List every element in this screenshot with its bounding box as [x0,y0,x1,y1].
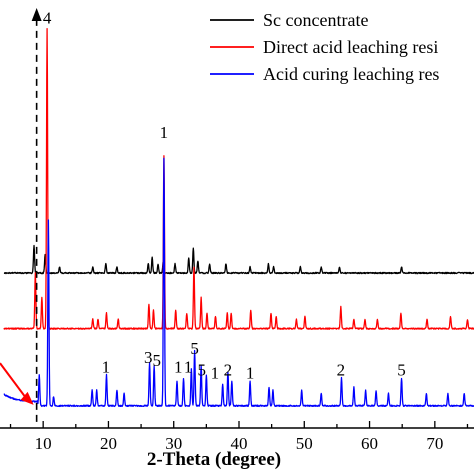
reference-layer [0,8,42,422]
x-tick-label: 70 [426,434,443,453]
peak-label-6: 5 [190,339,199,358]
peak-label-14: 5 [397,361,406,380]
x-tick-label: 60 [361,434,378,453]
axes-layer: 10 20 30 40 50 60 70 [0,421,474,453]
x-tick-label: 30 [165,434,182,453]
x-tick-label: 50 [296,434,313,453]
x-tick-label: 10 [35,434,52,453]
series-line-2 [3,27,474,330]
annotations-layer: 411 3 551 1 5 1 2 1 2 5 [43,9,406,383]
peak-label-11: 2 [224,361,233,380]
legend: Sc concentrate Direct acid leaching resi A… [210,10,439,84]
peak-label-2: 1 [160,123,169,142]
x-tick-label: 20 [100,434,117,453]
peak-label-7: 1 [174,357,183,376]
reference-arrow-head [31,8,42,21]
peak-label-8: 1 [184,357,193,376]
series-line-3 [3,157,474,408]
shift-arrow-shaft [0,362,28,400]
peak-label-3: 1 [102,357,111,376]
peak-label-9: 5 [198,361,207,380]
peak-label-13: 2 [337,361,346,380]
peak-label-4: 3 [144,348,153,367]
legend-label-2: Direct acid leaching resi [263,37,438,57]
peak-label-12: 1 [246,364,255,383]
legend-label-1: Sc concentrate [263,10,368,30]
peak-label-1: 4 [43,9,52,28]
shift-arrow-head [20,391,34,405]
x-axis-title: 2-Theta (degree) [147,449,281,470]
peak-label-10: 1 [211,364,220,383]
legend-label-3: Acid curing leaching res [263,64,439,84]
curves-layer [3,27,474,408]
x-tick-label: 40 [231,434,248,453]
series-line-1 [3,244,474,275]
peak-label-5: 5 [153,351,162,370]
